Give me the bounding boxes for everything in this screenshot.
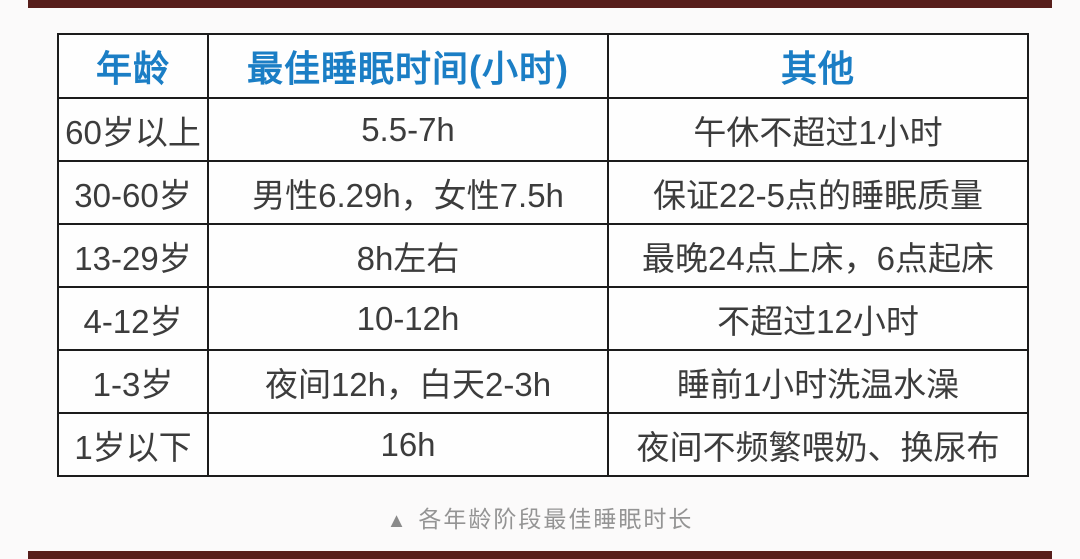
- cell-other: 午休不超过1小时: [607, 97, 1029, 162]
- top-accent-bar: [28, 0, 1052, 8]
- header-row: 年龄 最佳睡眠时间(小时) 其他: [57, 33, 1029, 99]
- cell-age: 60岁以上: [57, 97, 209, 162]
- cell-sleep: 10-12h: [207, 286, 609, 351]
- cell-other: 睡前1小时洗温水澡: [607, 349, 1029, 414]
- cell-other: 夜间不频繁喂奶、换尿布: [607, 412, 1029, 477]
- col-header-other: 其他: [607, 33, 1029, 99]
- table-row: 4-12岁 10-12h 不超过12小时: [57, 286, 1029, 351]
- cell-other: 保证22-5点的睡眠质量: [607, 160, 1029, 225]
- cell-age: 1岁以下: [57, 412, 209, 477]
- cell-age: 1-3岁: [57, 349, 209, 414]
- cell-age: 30-60岁: [57, 160, 209, 225]
- cell-sleep: 男性6.29h，女性7.5h: [207, 160, 609, 225]
- sleep-duration-table: 年龄 最佳睡眠时间(小时) 其他 60岁以上 5.5-7h 午休不超过1小时 3…: [57, 33, 1029, 477]
- table-row: 1-3岁 夜间12h，白天2-3h 睡前1小时洗温水澡: [57, 349, 1029, 414]
- table-row: 13-29岁 8h左右 最晚24点上床，6点起床: [57, 223, 1029, 288]
- cell-sleep: 8h左右: [207, 223, 609, 288]
- cell-sleep: 夜间12h，白天2-3h: [207, 349, 609, 414]
- table-row: 30-60岁 男性6.29h，女性7.5h 保证22-5点的睡眠质量: [57, 160, 1029, 225]
- bottom-accent-bar: [28, 551, 1052, 559]
- col-header-age: 年龄: [57, 33, 209, 99]
- table-row: 60岁以上 5.5-7h 午休不超过1小时: [57, 97, 1029, 162]
- col-header-sleep: 最佳睡眠时间(小时): [207, 33, 609, 99]
- cell-other: 最晚24点上床，6点起床: [607, 223, 1029, 288]
- cell-sleep: 16h: [207, 412, 609, 477]
- cell-age: 4-12岁: [57, 286, 209, 351]
- cell-other: 不超过12小时: [607, 286, 1029, 351]
- figure-caption: ▲ 各年龄阶段最佳睡眠时长: [0, 500, 1080, 534]
- cell-age: 13-29岁: [57, 223, 209, 288]
- figure-caption-text: 各年龄阶段最佳睡眠时长: [418, 506, 694, 532]
- triangle-marker-icon: ▲: [386, 510, 409, 532]
- table-row: 1岁以下 16h 夜间不频繁喂奶、换尿布: [57, 412, 1029, 477]
- cell-sleep: 5.5-7h: [207, 97, 609, 162]
